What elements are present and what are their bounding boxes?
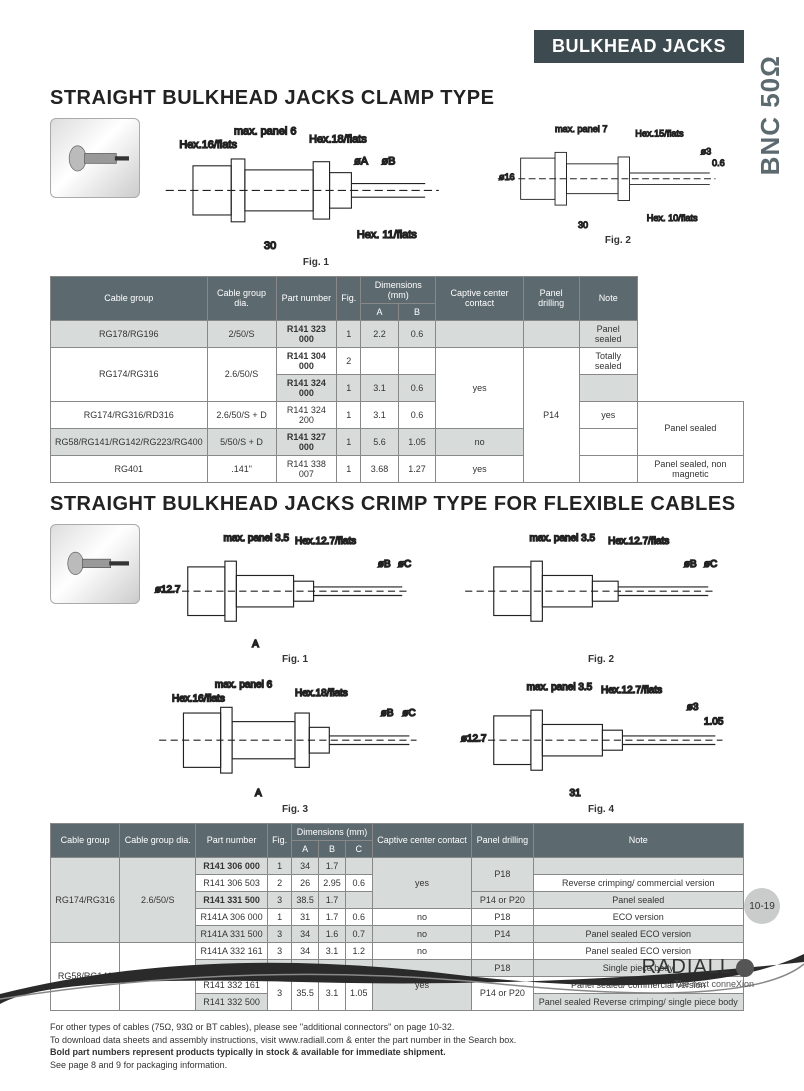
svg-text:øB: øB <box>378 558 391 569</box>
svg-text:Hex.12.7/flats: Hex.12.7/flats <box>295 536 356 547</box>
crimp-fig4: max. panel 3.5 Hex.12.7/flats ø3 1.05 ø1… <box>458 673 744 802</box>
svg-text:Hex.18/flats: Hex.18/flats <box>309 134 367 146</box>
svg-text:max. panel 7: max. panel 7 <box>555 124 607 134</box>
crimp-fig3: max. panel 6 Hex.16/flats Hex.18/flats ø… <box>152 673 438 802</box>
svg-text:ø3: ø3 <box>687 702 699 713</box>
svg-text:30: 30 <box>264 240 276 252</box>
header-bar: BULKHEAD JACKS <box>534 30 744 63</box>
svg-text:max. panel 3.5: max. panel 3.5 <box>530 533 596 544</box>
table1: Cable group Cable group dia. Part number… <box>50 276 744 483</box>
footnotes: For other types of cables (75Ω, 93Ω or B… <box>50 1021 744 1071</box>
page-number: 10-19 <box>744 888 780 924</box>
svg-text:31: 31 <box>570 788 582 799</box>
svg-text:øA: øA <box>354 155 369 167</box>
svg-text:Hex. 11/flats: Hex. 11/flats <box>357 229 417 241</box>
svg-text:30: 30 <box>578 220 588 230</box>
svg-text:Hex.18/flats: Hex.18/flats <box>295 688 348 699</box>
svg-text:A: A <box>252 639 259 650</box>
svg-text:ø16: ø16 <box>499 172 515 182</box>
section2-title: STRAIGHT BULKHEAD JACKS CRIMP TYPE FOR F… <box>50 493 744 516</box>
product-photo-1 <box>50 118 140 198</box>
svg-text:Hex. 10/flats: Hex. 10/flats <box>647 213 698 223</box>
fig2-diagram: max. panel 7 Hex.15/flats ø3 0.6 ø16 Hex… <box>492 118 744 233</box>
svg-text:Hex.16/flats: Hex.16/flats <box>179 139 237 151</box>
svg-text:ø12.7: ø12.7 <box>155 584 181 595</box>
svg-text:0.6: 0.6 <box>712 158 725 168</box>
table1-body: RG178/RG1962/50/SR141 323 00012.20.6Pane… <box>51 320 744 482</box>
svg-text:øB: øB <box>381 155 395 167</box>
svg-text:ø12.7: ø12.7 <box>461 734 487 745</box>
svg-text:Hex.12.7/flats: Hex.12.7/flats <box>608 536 669 547</box>
side-tab: BNC 50Ω <box>755 55 786 175</box>
svg-text:øB: øB <box>381 708 394 719</box>
svg-text:1.05: 1.05 <box>704 717 724 728</box>
brand: RADIALL The next conneXion <box>642 956 754 989</box>
svg-text:Hex.12.7/flats: Hex.12.7/flats <box>601 685 662 696</box>
fig1-label: Fig. 1 <box>303 257 329 268</box>
crimp-fig1: max. panel 3.5 Hex.12.7/flats øB øC ø12.… <box>152 524 438 653</box>
svg-text:Hex.15/flats: Hex.15/flats <box>635 128 684 138</box>
svg-text:øC: øC <box>398 558 411 569</box>
section1-diagrams: max. panel 6 Hex.16/flats Hex.18/flats ø… <box>50 118 744 268</box>
svg-text:max. panel 3.5: max. panel 3.5 <box>527 682 593 693</box>
svg-text:øC: øC <box>402 708 415 719</box>
section1-title: STRAIGHT BULKHEAD JACKS CLAMP TYPE <box>50 87 744 110</box>
product-photo-2 <box>50 524 140 604</box>
svg-text:max. panel 6: max. panel 6 <box>234 125 296 137</box>
section2-diagrams: max. panel 3.5 Hex.12.7/flats øB øC ø12.… <box>50 524 744 815</box>
svg-text:ø3: ø3 <box>700 147 711 157</box>
svg-text:max. panel 3.5: max. panel 3.5 <box>224 533 290 544</box>
fig2-label: Fig. 2 <box>605 235 631 246</box>
svg-text:A: A <box>255 788 262 799</box>
crimp-fig2: max. panel 3.5 Hex.12.7/flats øB øC <box>458 524 744 653</box>
svg-text:øB: øB <box>684 558 697 569</box>
svg-text:øC: øC <box>704 558 717 569</box>
fig1-diagram: max. panel 6 Hex.16/flats Hex.18/flats ø… <box>152 118 480 255</box>
page: BNC 50Ω BULKHEAD JACKS STRAIGHT BULKHEAD… <box>0 0 804 1091</box>
svg-text:max. panel 6: max. panel 6 <box>215 680 273 691</box>
svg-text:Hex.16/flats: Hex.16/flats <box>172 694 225 705</box>
